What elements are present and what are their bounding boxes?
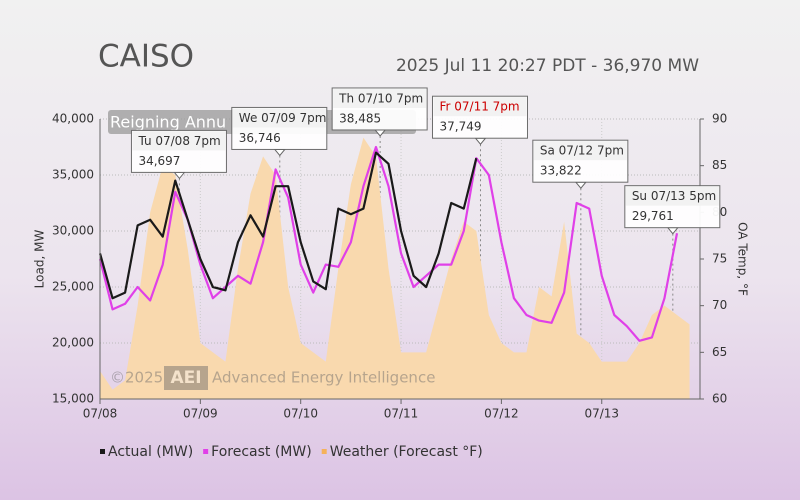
- callout-header: [433, 97, 527, 117]
- callout-label: Th 07/10 7pm: [338, 91, 423, 105]
- weather-area: [100, 137, 690, 399]
- callout-label: Tu 07/08 7pm: [137, 134, 220, 148]
- y2-tick-label: 70: [712, 298, 727, 312]
- y-tick-label: 30,000: [52, 224, 94, 238]
- callout-header: [533, 141, 627, 161]
- x-tick-label: 07/10: [283, 407, 318, 421]
- y2-tick-label: 60: [712, 392, 727, 406]
- callout: Th 07/10 7pm 38,485: [331, 87, 428, 137]
- callout-header: [625, 186, 719, 206]
- callout-label: We 07/09 7pm: [239, 111, 327, 125]
- legend-label: Forecast (MW): [211, 444, 312, 460]
- callout-value: 34,697: [138, 154, 180, 168]
- y-tick-label: 35,000: [52, 168, 94, 182]
- y2-tick-label: 90: [712, 112, 727, 126]
- watermark-logo: AEI: [170, 368, 201, 388]
- callout: Su 07/13 5pm 29,761: [624, 185, 721, 235]
- callout-value: 29,761: [632, 209, 674, 223]
- x-tick-label: 07/13: [584, 407, 619, 421]
- callout-value: 37,749: [439, 120, 481, 134]
- y-tick-label: 15,000: [52, 392, 94, 406]
- legend-label: Actual (MW): [108, 444, 193, 460]
- x-tick-label: 07/12: [484, 407, 519, 421]
- banner-text: Reigning Annu: [110, 113, 226, 132]
- legend-swatch: [100, 449, 105, 454]
- callout: Tu 07/08 7pm 34,697: [130, 129, 227, 180]
- y-axis-label: Load, MW: [33, 230, 47, 289]
- y-tick-label: 40,000: [52, 112, 94, 126]
- y-tick-label: 25,000: [52, 280, 94, 294]
- y2-tick-label: 85: [712, 158, 727, 172]
- series-line: [98, 151, 478, 300]
- callout: Sa 07/12 7pm 33,822: [532, 139, 629, 189]
- annotations: Tu 07/08 7pm 34,697 We 07/09 7pm 36,746 Th 0…: [130, 87, 721, 235]
- callout-value: 36,746: [239, 131, 281, 145]
- callout-header: [232, 108, 326, 128]
- x-tick-label: 07/11: [384, 407, 419, 421]
- legend-swatch: [321, 449, 327, 454]
- series-line: [98, 145, 679, 342]
- legend-label: Weather (Forecast °F): [330, 444, 483, 460]
- chart-title: CAISO: [98, 39, 194, 75]
- watermark-copyright: ©2025: [110, 369, 163, 387]
- y2-tick-label: 75: [712, 252, 727, 266]
- callout-value: 38,485: [339, 111, 381, 125]
- callout-value: 33,822: [540, 164, 582, 178]
- callout-label: Sa 07/12 7pm: [540, 144, 624, 158]
- x-tick-label: 07/09: [183, 407, 218, 421]
- legend: Actual (MW) Forecast (MW) Weather (Forecas…: [100, 444, 483, 460]
- y2-axis-label: OA Temp, °F: [736, 222, 750, 296]
- callout-label: Su 07/13 5pm: [632, 189, 716, 203]
- watermark-text: Advanced Energy Intelligence: [212, 369, 435, 387]
- x-tick-label: 07/08: [83, 407, 118, 421]
- callout: Fr 07/11 7pm 37,749: [431, 95, 528, 145]
- y-tick-label: 20,000: [52, 336, 94, 350]
- callout-header: [132, 131, 226, 151]
- chart-subtitle: 2025 Jul 11 20:27 PDT - 36,970 MW: [396, 56, 699, 76]
- y2-tick-label: 65: [712, 345, 727, 359]
- watermark-logo-box: [164, 366, 208, 390]
- callout-header: [333, 88, 427, 108]
- legend-swatch: [203, 449, 209, 454]
- callout-label: Fr 07/11 7pm: [439, 100, 519, 114]
- callout: We 07/09 7pm 36,746: [231, 106, 328, 157]
- watermark: ©2025 AEI Advanced Energy Intelligence: [110, 366, 435, 390]
- series-layer: [98, 137, 690, 399]
